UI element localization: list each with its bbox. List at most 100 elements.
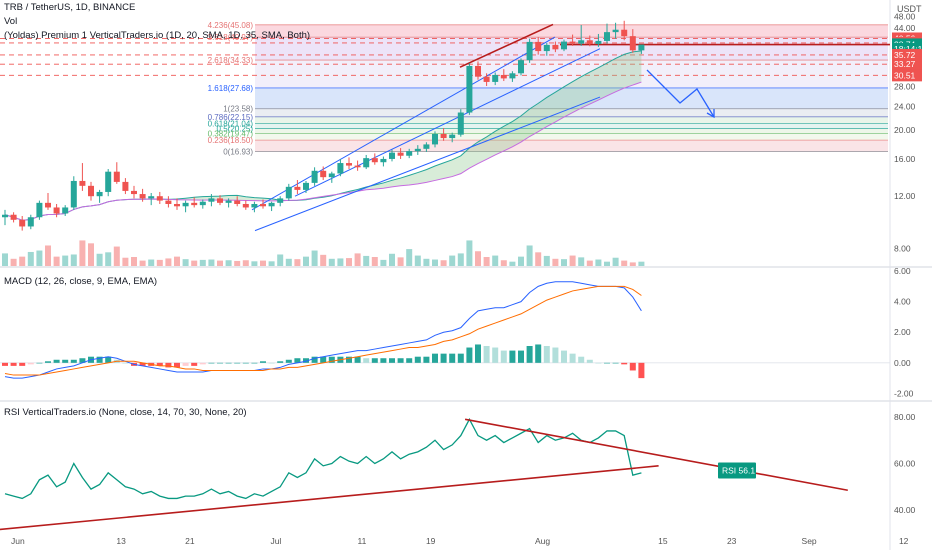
volume-bar [156,259,163,266]
candle-body [432,133,438,145]
projection-arrowhead [706,109,715,119]
macd-histogram-bar [208,362,215,364]
candle-body [328,173,335,178]
candle-body [449,134,456,139]
candle-body [105,171,112,192]
macd-title: MACD (12, 26, close, 9, EMA, EMA) [4,276,158,287]
volume-bar [371,257,378,266]
price-axis-tick: 24.00 [894,101,916,111]
macd-histogram-bar [440,353,447,363]
volume-bar [70,254,77,266]
candle-body [208,198,215,202]
candle-body [586,40,593,44]
candle-body [268,202,275,207]
macd-histogram-bar [526,346,533,363]
symbol-title: TRB / TetherUS, 1D, BINANCE [4,2,136,13]
macd-axis-tick: 4.00 [894,297,911,307]
volume-bar [234,260,241,266]
volume-bar [518,256,524,266]
volume-bar [449,255,456,266]
volume-bar [79,240,86,266]
volume-bar [191,260,198,266]
volume-bar [182,259,189,266]
candle-body [578,40,585,44]
macd-histogram-bar [414,356,421,363]
volume-bar [105,252,112,266]
candle-body [156,196,163,201]
macd-histogram-bar [191,362,198,366]
rsi-title: RSI VerticalTraders.io (None, close, 14,… [4,407,247,418]
time-axis-tick: 13 [116,536,126,546]
macd-histogram-bar [294,358,301,363]
macd-histogram-bar [354,356,361,363]
volume-bar [131,257,137,266]
volume-bar [2,253,8,266]
volume-bar [354,253,361,266]
price-axis-tick: 12.00 [894,191,916,201]
volume-bar [320,254,327,266]
macd-histogram-bar [27,362,34,365]
time-axis-tick: Aug [535,536,550,546]
macd-histogram-bar [389,358,395,363]
macd-histogram-bar [612,362,619,364]
volume-bar [19,256,26,266]
candle-body [285,186,292,199]
macd-histogram-bar [380,358,387,363]
macd-histogram-bar [53,359,60,363]
candle-body [483,76,490,82]
macd-histogram-bar [45,361,51,363]
volume-bar [139,260,146,266]
candle-body [234,200,241,204]
macd-axis-tick: 2.00 [894,327,911,337]
price-tag-label: 35.72 [894,50,916,60]
macd-histogram-bar [500,350,507,363]
candle-body [45,202,51,208]
candle-body [113,171,120,182]
price-axis-tick: 20.00 [894,125,916,135]
macd-histogram-bar [70,359,77,363]
macd-histogram-bar [552,347,559,363]
time-axis-tick: 19 [426,536,436,546]
fib-level-label: 0.786(22.15) [208,113,254,122]
candle-body [389,152,395,159]
candle-body [277,198,284,203]
currency-label: USDT [897,4,922,14]
macd-axis-tick: 0.00 [894,358,911,368]
candle-body [535,41,542,52]
volume-bar [303,256,309,266]
macd-histogram-bar [10,362,17,366]
candle-body [148,196,155,199]
macd-histogram-bar [199,362,206,365]
volume-bar [260,260,266,266]
price-tag-label: 30.51 [894,70,916,80]
channel-line [254,96,601,232]
volume-bar [457,253,464,266]
macd-histogram-bar [260,361,266,363]
signal-line [4,285,642,376]
fib-level-label: 3.618(40.97) [208,33,254,42]
candle-body [500,74,507,79]
volume-bar [380,259,387,266]
macd-histogram-bar [311,356,318,363]
candle-body [380,158,387,163]
volume-bar [294,259,301,266]
volume-bar [328,258,335,266]
candle-body [70,180,77,208]
macd-histogram-bar [79,358,86,363]
volume-bar [36,250,43,266]
macd-histogram-bar [432,353,438,363]
macd-histogram-bar [397,358,404,363]
fib-zone [255,133,888,141]
fib-zone [255,128,888,134]
candle-body [337,163,344,174]
volume-bar [397,257,404,266]
candle-body [62,207,69,214]
candle-body [371,158,378,163]
volume-bar [148,259,155,266]
candle-body [561,41,567,50]
macd-histogram-bar [457,353,464,363]
macd-histogram-bar [406,358,413,363]
fib-zone [255,123,888,129]
